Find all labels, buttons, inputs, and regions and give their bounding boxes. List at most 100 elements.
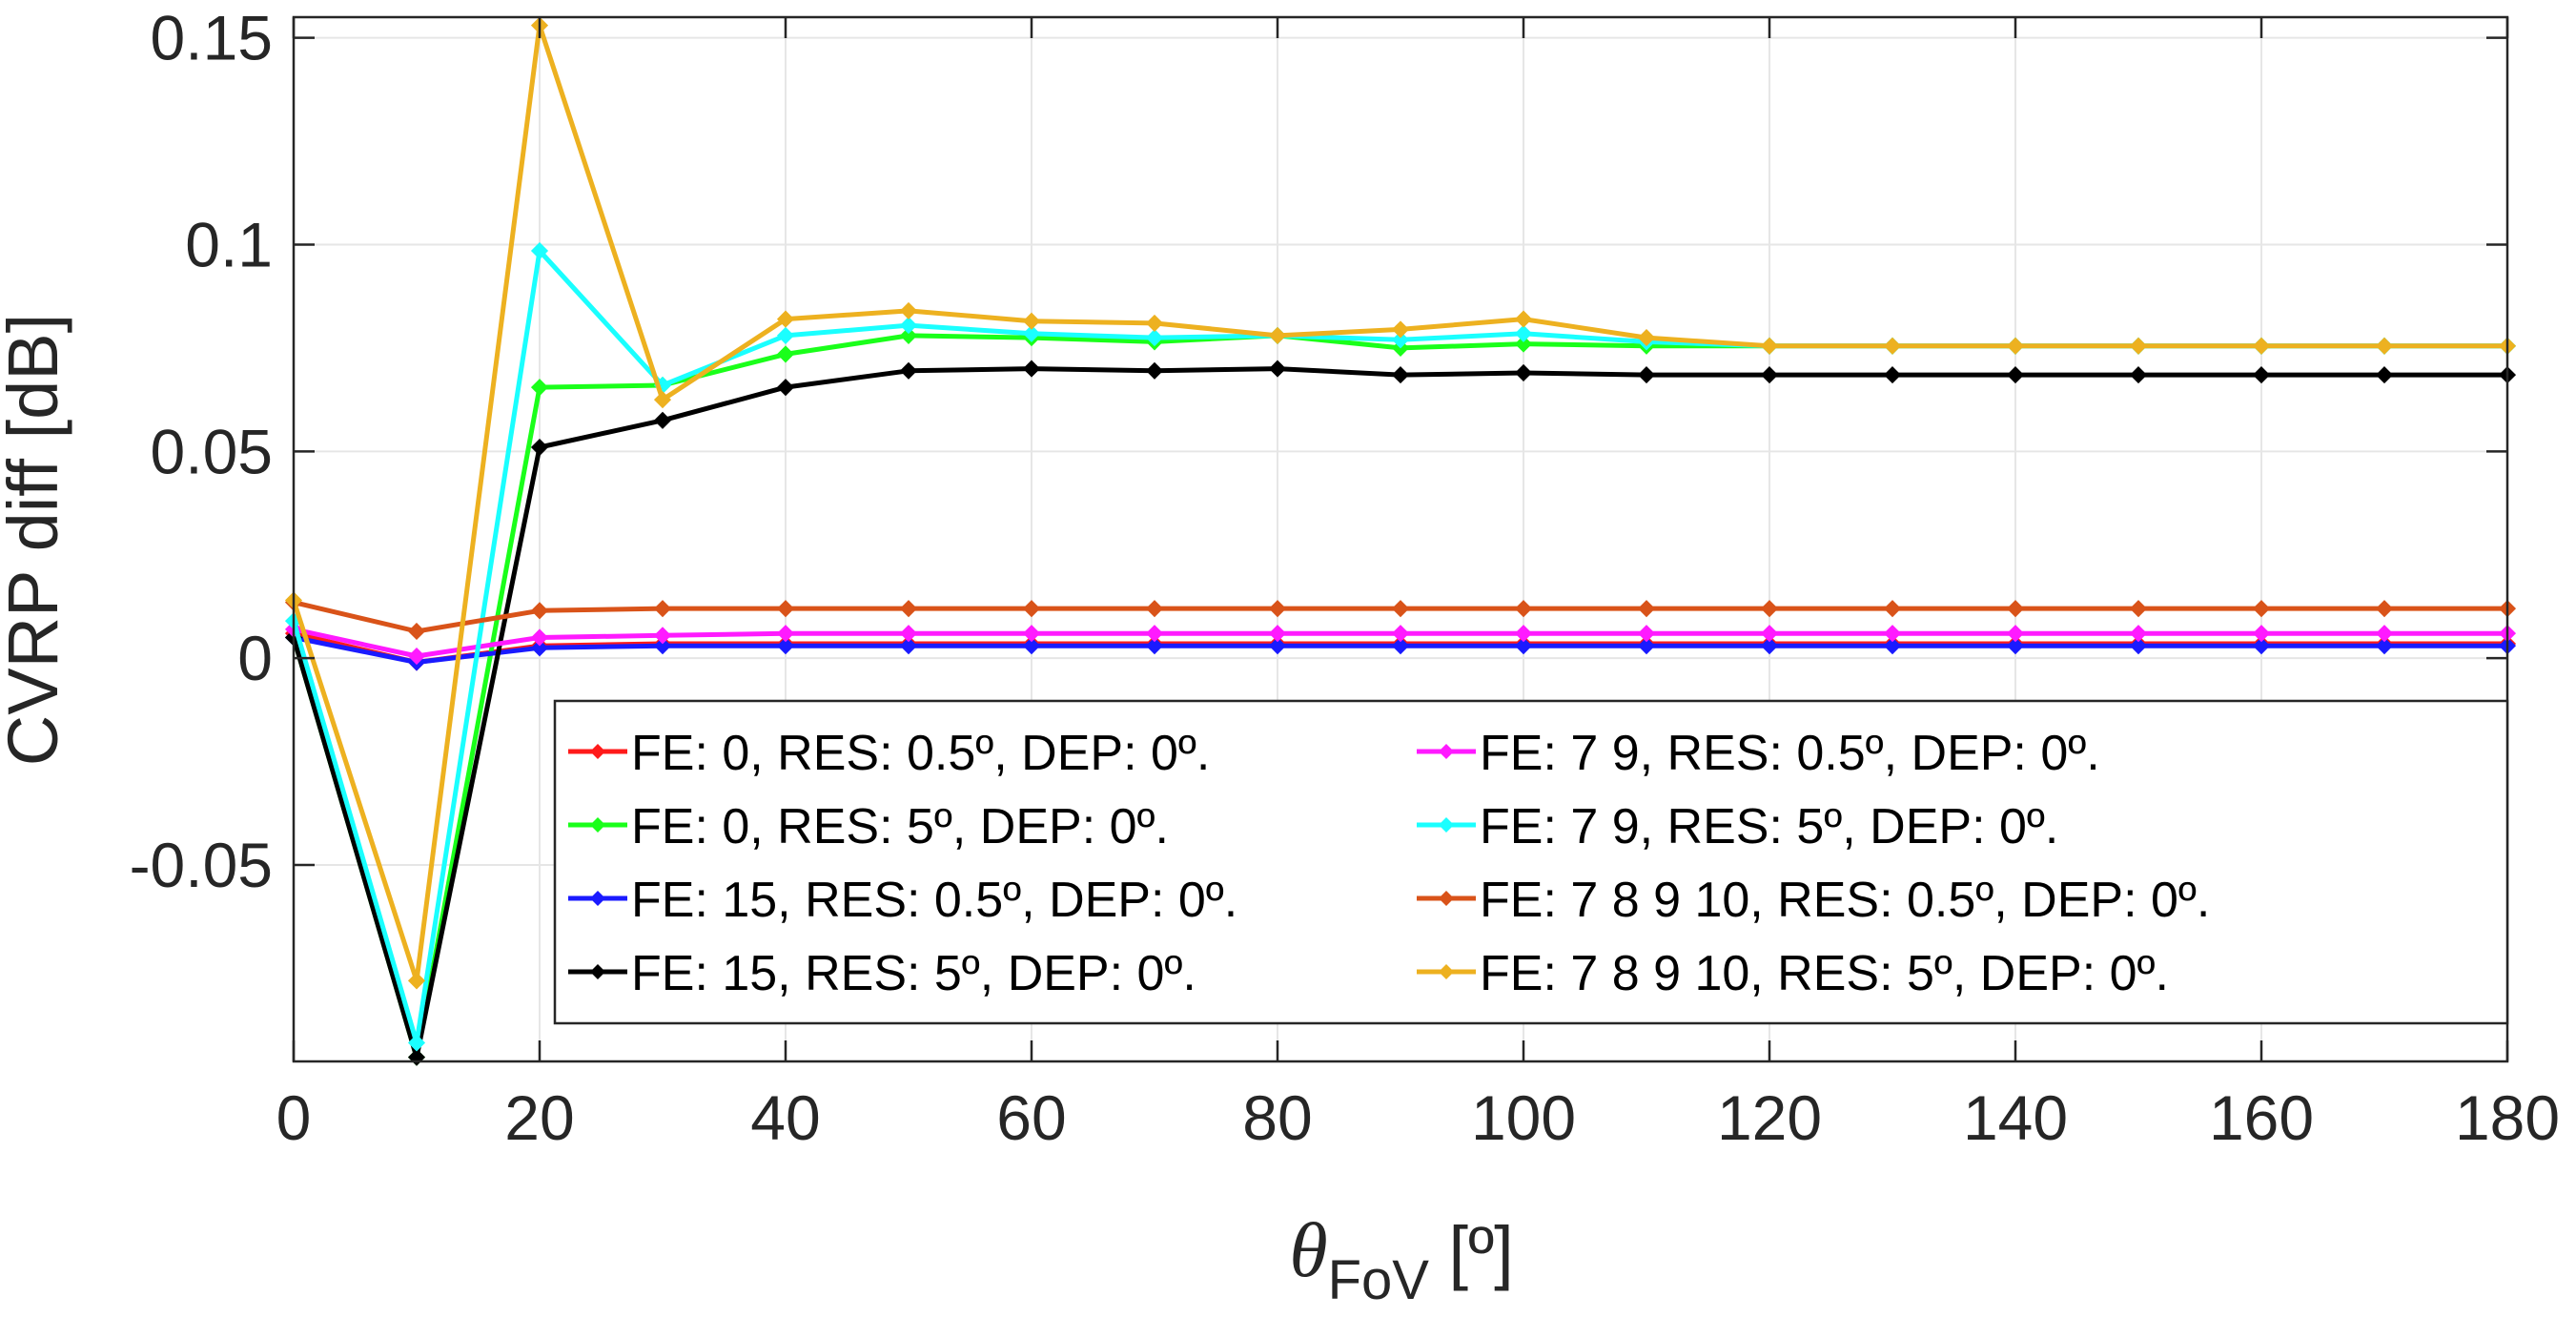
data-point (2252, 600, 2271, 618)
data-point (1883, 637, 1902, 655)
data-point (1391, 331, 1410, 349)
legend-label: FE: 7 8 9 10, RES: 5º, DEP: 0º. (1480, 946, 2169, 1001)
data-point (530, 602, 549, 620)
data-point (1514, 637, 1533, 655)
data-point (1268, 600, 1287, 618)
legend-marker (590, 964, 605, 979)
data-point (1760, 366, 1779, 384)
tick-labels: 0 20 40 60 80 100 120 140 160 180 -0.05 0 0.05 0.1 0.1… (130, 3, 2561, 1153)
legend-marker (590, 891, 605, 906)
data-point (1145, 361, 1164, 380)
data-point (1883, 337, 1902, 355)
legend-item[interactable]: FE: 15, RES: 5º, DEP: 0º. (568, 946, 1196, 1001)
data-point (2006, 637, 2025, 655)
legend-label: FE: 7 8 9 10, RES: 0.5º, DEP: 0º. (1480, 873, 2210, 928)
y-tick-label: -0.05 (130, 830, 273, 900)
data-point (1268, 637, 1287, 655)
data-point (530, 379, 549, 397)
y-tick-label: 0.05 (151, 416, 273, 486)
data-point (899, 317, 918, 335)
data-point (1760, 600, 1779, 618)
legend-item[interactable]: FE: 7 9, RES: 5º, DEP: 0º. (1417, 799, 2058, 854)
data-point (1145, 600, 1164, 618)
legend-item[interactable]: FE: 7 9, RES: 0.5º, DEP: 0º. (1417, 726, 2100, 781)
legend-item[interactable]: FE: 0, RES: 0.5º, DEP: 0º. (568, 726, 1210, 781)
legend-item[interactable]: FE: 0, RES: 5º, DEP: 0º. (568, 799, 1169, 854)
legend-label: FE: 0, RES: 5º, DEP: 0º. (631, 799, 1169, 854)
series-8 (284, 16, 2517, 990)
data-point (776, 625, 795, 643)
data-point (1760, 625, 1779, 643)
data-point (776, 310, 795, 328)
ticks (292, 17, 2509, 1061)
data-point (899, 625, 918, 643)
y-tick-label: 0 (237, 623, 273, 693)
legend-item[interactable]: FE: 15, RES: 0.5º, DEP: 0º. (568, 873, 1237, 928)
data-point (899, 637, 918, 655)
data-point (2252, 337, 2271, 355)
data-point (2129, 637, 2148, 655)
data-point (530, 438, 549, 457)
data-point (1637, 600, 1656, 618)
data-point (1022, 312, 1041, 330)
data-point (776, 379, 795, 397)
data-point (2375, 366, 2394, 384)
series-5 (284, 620, 2517, 666)
legend-marker (590, 744, 605, 759)
data-point (2375, 337, 2394, 355)
legend-label: FE: 7 9, RES: 5º, DEP: 0º. (1480, 799, 2058, 854)
data-point (2129, 600, 2148, 618)
data-point (530, 241, 549, 260)
legend-label: FE: 15, RES: 0.5º, DEP: 0º. (631, 873, 1237, 928)
data-point (776, 637, 795, 655)
legend[interactable]: FE: 0, RES: 0.5º, DEP: 0º. FE: 0, RES: 5º… (553, 699, 2509, 1025)
x-tick-label: 80 (1242, 1082, 1312, 1153)
data-point (2375, 625, 2394, 643)
x-axis-label-subscript: FoV (1328, 1249, 1430, 1311)
data-point (776, 345, 795, 363)
data-point (1883, 625, 1902, 643)
data-point (1268, 625, 1287, 643)
data-point (530, 639, 549, 657)
x-axis-label: θFoV [º] (1289, 1206, 1513, 1311)
plot-frame (292, 15, 2509, 1063)
data-point (653, 391, 672, 409)
y-tick-label: 0.1 (185, 210, 273, 280)
data-point (1514, 310, 1533, 328)
data-point (1514, 335, 1533, 353)
x-tick-label: 160 (2209, 1082, 2314, 1153)
series-layer (284, 16, 2517, 1066)
data-point (1391, 600, 1410, 618)
data-point (407, 1034, 426, 1052)
data-point (1391, 637, 1410, 655)
legend-marker (1439, 891, 1454, 906)
data-point (407, 622, 426, 641)
legend-marker (1439, 817, 1454, 833)
x-axis-label-symbol: θ (1289, 1206, 1327, 1293)
data-point (1883, 366, 1902, 384)
legend-label: FE: 7 9, RES: 0.5º, DEP: 0º. (1480, 726, 2100, 781)
data-point (1514, 600, 1533, 618)
legend-marker (590, 817, 605, 833)
data-point (2129, 366, 2148, 384)
data-point (1145, 329, 1164, 347)
x-tick-label: 120 (1717, 1082, 1822, 1153)
legend-marker (1439, 744, 1454, 759)
data-point (1637, 366, 1656, 384)
legend-item[interactable]: FE: 7 8 9 10, RES: 5º, DEP: 0º. (1417, 946, 2169, 1001)
legend-item[interactable]: FE: 7 8 9 10, RES: 0.5º, DEP: 0º. (1417, 873, 2210, 928)
y-tick-label: 0.15 (151, 3, 273, 73)
data-point (2375, 637, 2394, 655)
data-point (407, 972, 426, 990)
data-point (899, 301, 918, 319)
data-point (776, 600, 795, 618)
x-tick-label: 40 (750, 1082, 820, 1153)
data-point (2129, 337, 2148, 355)
data-point (1022, 600, 1041, 618)
data-point (2252, 366, 2271, 384)
data-point (1391, 625, 1410, 643)
series-7 (284, 593, 2517, 641)
data-point (899, 600, 918, 618)
data-point (1022, 360, 1041, 378)
